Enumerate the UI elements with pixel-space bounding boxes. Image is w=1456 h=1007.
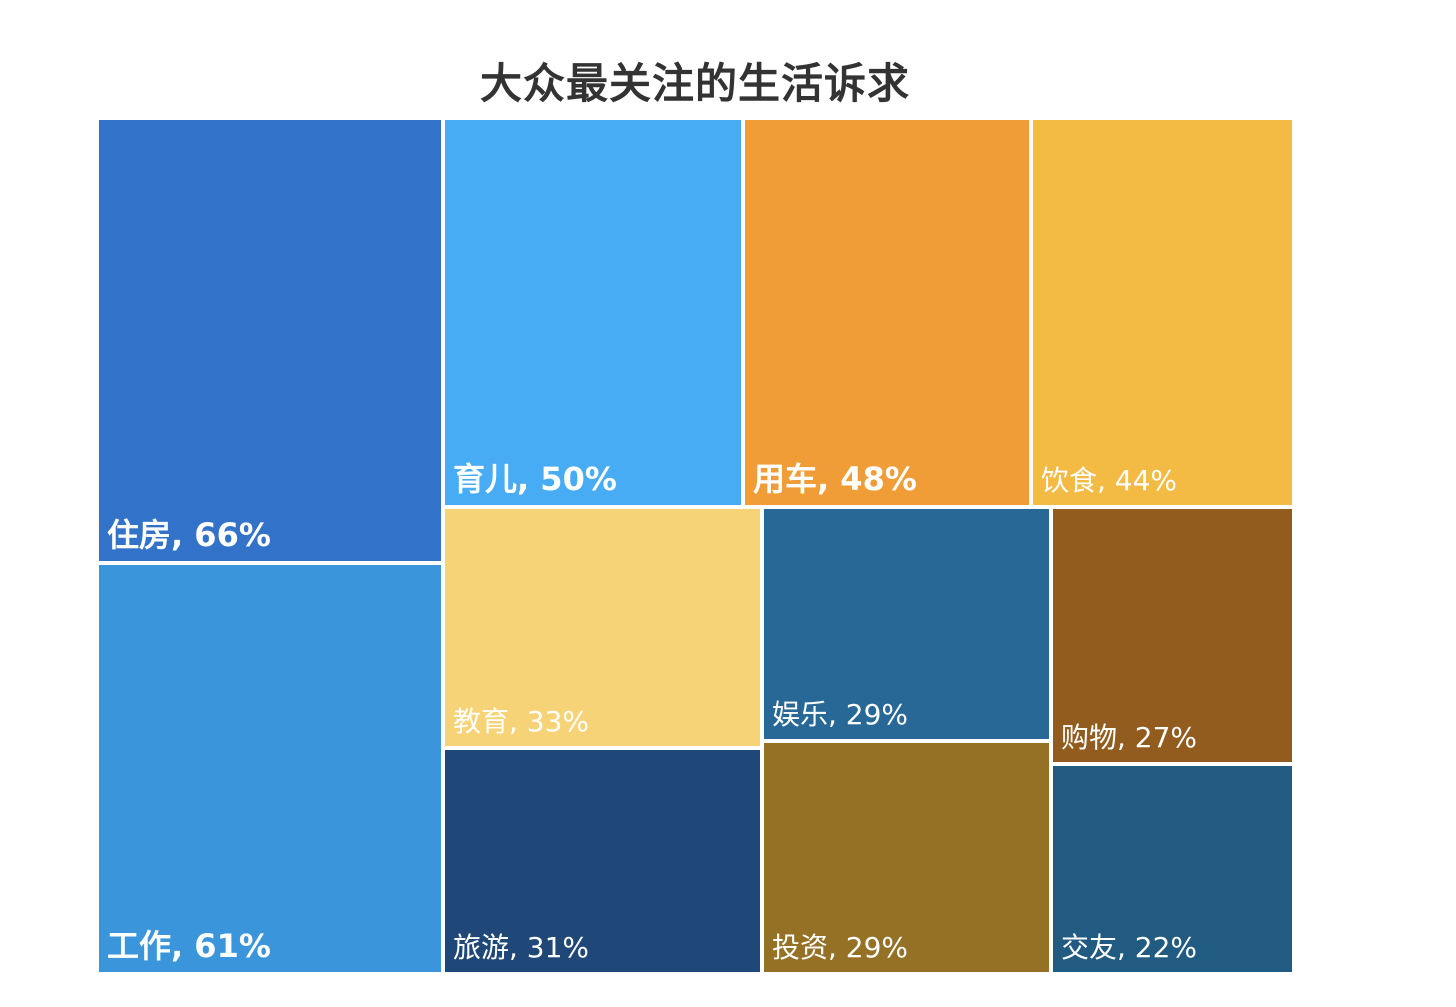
treemap-tile-label: 投资, 29%	[772, 931, 909, 964]
treemap-tile-2: 育儿, 50%	[443, 118, 743, 507]
chart-title: 大众最关注的生活诉求	[479, 59, 910, 108]
treemap-tile-7: 娱乐, 29%	[762, 507, 1051, 741]
treemap-tile-label: 工作, 61%	[107, 927, 271, 965]
treemap-tile-3: 用车, 48%	[743, 118, 1031, 507]
treemap-tile-4: 饮食, 44%	[1031, 118, 1294, 507]
treemap-tile-6: 旅游, 31%	[443, 748, 762, 974]
treemap-tile-label: 旅游, 31%	[453, 931, 590, 964]
treemap-tile-label: 育儿, 50%	[453, 460, 617, 498]
treemap-tile-label: 饮食, 44%	[1041, 464, 1178, 497]
treemap-chart: 住房, 66% 工作, 61% 育儿, 50% 用车, 48% 饮食, 44% 教育, 3…	[97, 118, 1294, 974]
treemap-tile-1: 工作, 61%	[97, 563, 443, 974]
treemap-tile-label: 娱乐, 29%	[772, 698, 909, 731]
treemap-tile-label: 购物, 27%	[1061, 721, 1198, 754]
treemap-tile-10: 交友, 22%	[1051, 764, 1294, 974]
treemap-tile-label: 交友, 22%	[1061, 931, 1198, 964]
treemap-tile-0: 住房, 66%	[97, 118, 443, 563]
treemap-tile-label: 用车, 48%	[753, 460, 917, 498]
treemap-tile-label: 住房, 66%	[107, 516, 271, 554]
treemap-tile-5: 教育, 33%	[443, 507, 762, 748]
treemap-tile-8: 投资, 29%	[762, 741, 1051, 974]
treemap-tile-label: 教育, 33%	[453, 705, 590, 738]
treemap-tile-9: 购物, 27%	[1051, 507, 1294, 764]
